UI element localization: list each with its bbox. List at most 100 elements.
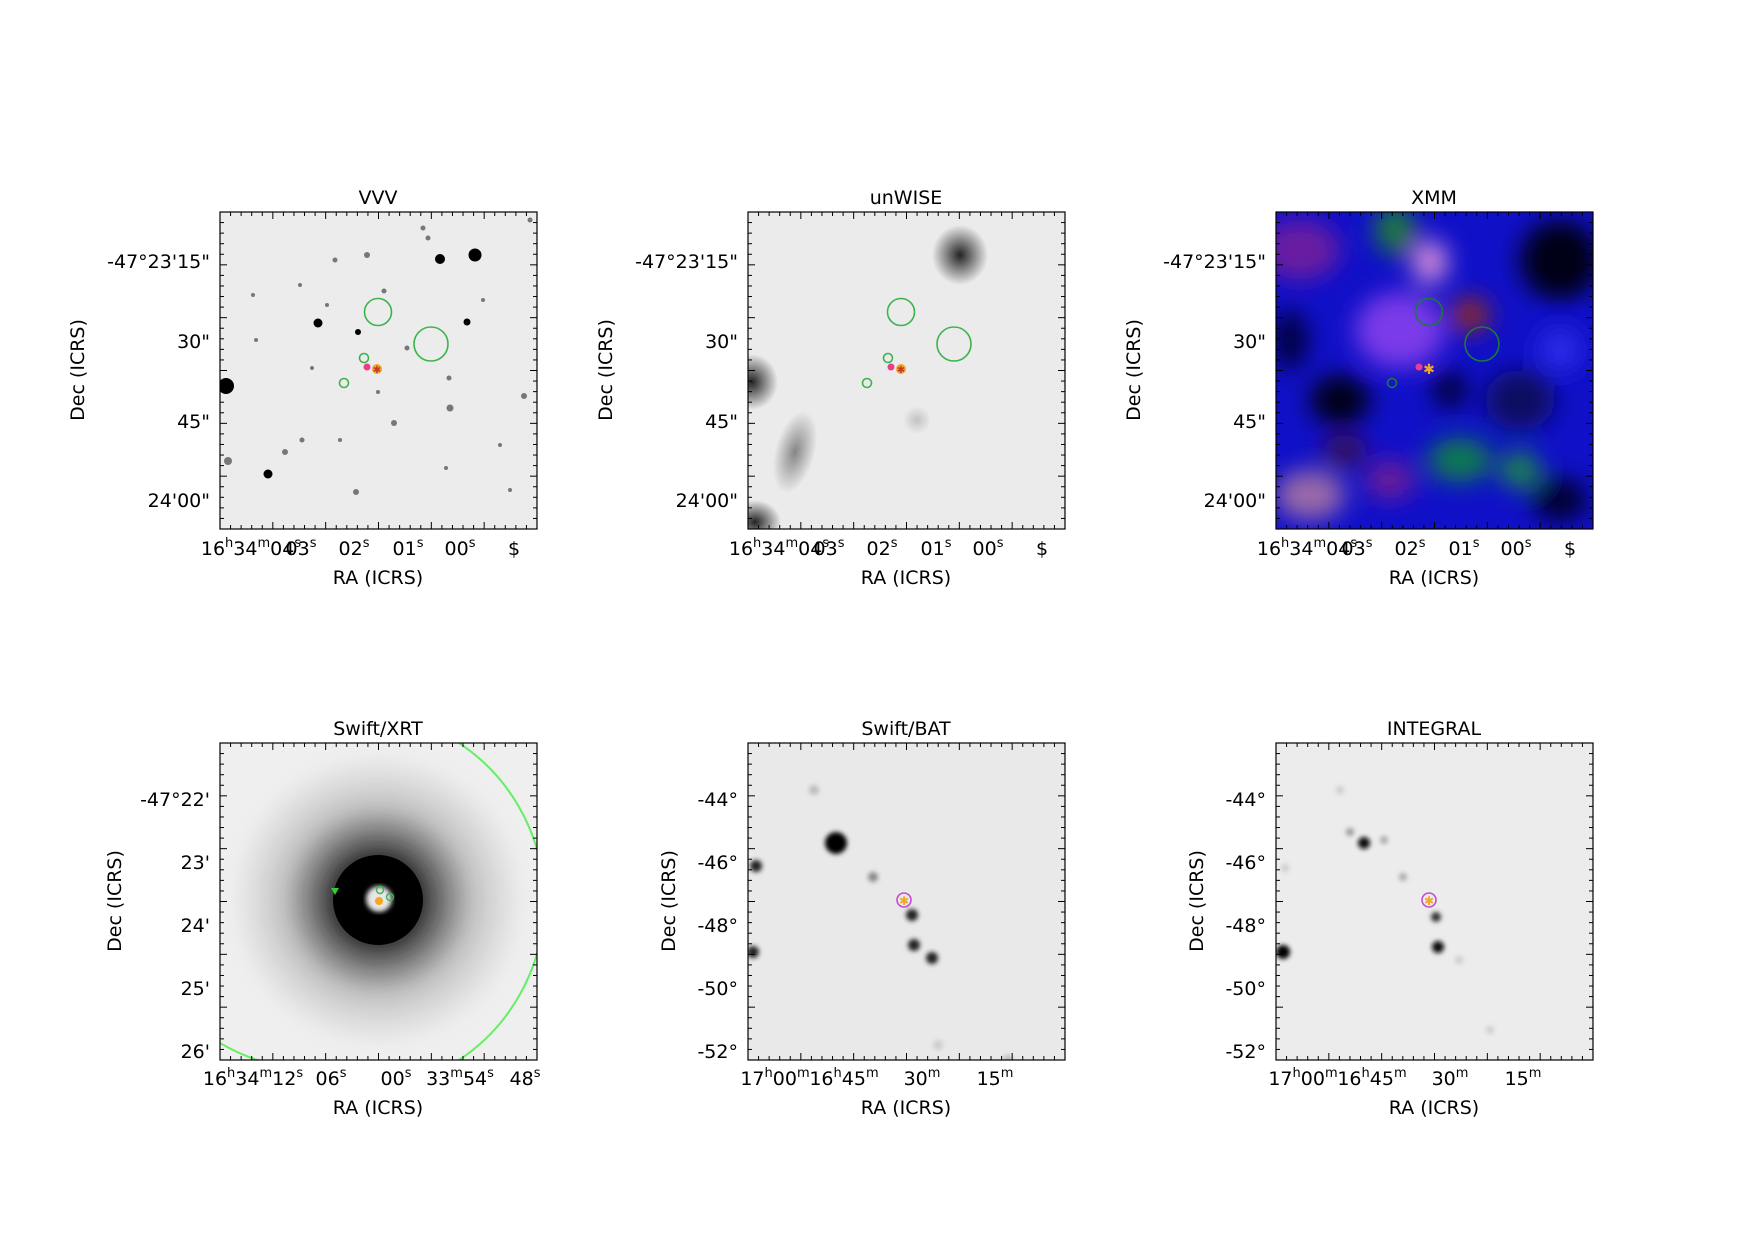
source-blob xyxy=(1431,912,1441,922)
star xyxy=(282,449,288,455)
x-tick-label: $ xyxy=(1036,538,1048,560)
x-tick-label: 17h00m xyxy=(740,1066,809,1090)
panel-swift-bat: ✱ Swift/BAT RA (ICRS) Dec (ICRS) -44° -4… xyxy=(658,718,1066,1119)
star-glyph: ✱ xyxy=(897,365,905,376)
x-tick-label: $ xyxy=(1564,538,1576,560)
x-tick-label: 00s xyxy=(973,536,1004,560)
star-glyph: ✱ xyxy=(373,365,381,376)
x-tick-label: 00s xyxy=(1501,536,1532,560)
source-blob xyxy=(1276,945,1290,959)
orange-star-marker xyxy=(896,364,906,374)
green-circle-marker xyxy=(861,377,873,389)
star xyxy=(521,393,527,399)
star xyxy=(299,437,305,443)
tick-marks xyxy=(1276,743,1593,1060)
x-tick-label: 00s xyxy=(445,536,476,560)
y-tick-label: -44° xyxy=(1225,789,1266,811)
x-tick-label: 03s xyxy=(1342,536,1373,560)
green-circle-marker xyxy=(358,352,370,364)
panel-swift-xrt-image xyxy=(220,743,537,1060)
y-tick-label: 24' xyxy=(181,915,210,937)
panel-title: INTEGRAL xyxy=(1387,718,1482,740)
x-tick-label: 48s xyxy=(510,1066,541,1090)
star xyxy=(508,488,512,492)
y-tick-label: -48° xyxy=(1225,915,1266,937)
star xyxy=(313,318,323,328)
x-axis-label: RA (ICRS) xyxy=(333,1097,423,1119)
star xyxy=(355,329,361,335)
x-tick-label: 17h00m xyxy=(1268,1066,1337,1090)
source-blob xyxy=(1486,1026,1494,1034)
source-blob xyxy=(933,1040,943,1050)
x-axis-label: RA (ICRS) xyxy=(333,567,423,589)
green-circle-marker xyxy=(882,352,894,364)
y-tick-label: -50° xyxy=(697,978,738,1000)
green-arc-region xyxy=(458,743,537,1060)
x-tick-label: 01s xyxy=(393,536,424,560)
x-tick-label: 33m54s xyxy=(426,1066,494,1090)
star xyxy=(435,254,445,264)
tick-marks xyxy=(220,212,537,529)
star xyxy=(332,257,338,263)
source-blob xyxy=(1358,837,1370,849)
star xyxy=(463,318,471,326)
panel-title: XMM xyxy=(1411,187,1457,209)
panel-xmm: ✱ XMM RA (ICRS) Dec (ICRS) -47°23'15" 30… xyxy=(1123,187,1594,589)
star xyxy=(481,298,485,302)
x-axis-label: RA (ICRS) xyxy=(861,567,951,589)
green-circle-marker xyxy=(1386,377,1398,389)
y-tick-label: 25' xyxy=(181,978,210,1000)
star xyxy=(224,457,232,465)
orange-star-marker: ✱ xyxy=(899,894,909,908)
x-tick-label: 15m xyxy=(1505,1066,1542,1090)
star xyxy=(338,438,342,442)
source-blob xyxy=(1455,956,1463,964)
source-blob xyxy=(1003,1055,1013,1060)
green-circle-marker xyxy=(886,297,916,327)
y-tick-label: -52° xyxy=(697,1041,738,1063)
tick-marks xyxy=(220,743,537,1060)
panel-unwise: ✱ unWISE RA (ICRS) Dec (ICRS) -47°23'15"… xyxy=(595,187,1066,589)
y-tick-label: 26' xyxy=(181,1041,210,1063)
x-tick-label: 01s xyxy=(921,536,952,560)
source-blob xyxy=(1346,828,1354,836)
y-tick-label: 30" xyxy=(177,331,210,353)
y-axis-label: Dec (ICRS) xyxy=(1123,319,1145,421)
x-tick-label: 03s xyxy=(814,536,845,560)
source-blob xyxy=(906,909,918,921)
x-tick-label: 16h34m04s xyxy=(1257,536,1357,560)
panel-unwise-image xyxy=(748,212,1065,529)
x-tick-label: 15m xyxy=(977,1066,1014,1090)
green-circle-marker xyxy=(936,326,972,362)
x-tick-label: $ xyxy=(508,538,520,560)
y-tick-label: -50° xyxy=(1225,978,1266,1000)
green-circle-marker xyxy=(1414,297,1444,327)
source-blob xyxy=(772,411,818,493)
source-blob xyxy=(1432,941,1444,953)
star xyxy=(381,288,387,294)
x-tick-label: 30m xyxy=(1432,1066,1469,1090)
y-tick-label: -48° xyxy=(697,915,738,937)
magenta-circle-marker xyxy=(1421,892,1437,908)
x-tick-label: 16h45m xyxy=(1337,1066,1406,1090)
orange-star-marker: ✱ xyxy=(1423,362,1435,378)
y-tick-label: -44° xyxy=(697,789,738,811)
y-tick-label: 45" xyxy=(705,411,738,433)
source-blob xyxy=(1380,836,1388,844)
x-tick-label: 30m xyxy=(904,1066,941,1090)
star xyxy=(353,489,359,495)
x-axis-label: RA (ICRS) xyxy=(1389,1097,1479,1119)
star xyxy=(298,283,302,287)
x-tick-label: 01s xyxy=(1449,536,1480,560)
y-tick-label: -46° xyxy=(697,852,738,874)
orange-star-marker xyxy=(375,897,383,905)
star xyxy=(446,375,452,381)
star xyxy=(325,303,329,307)
y-tick-label: 30" xyxy=(1233,331,1266,353)
panel-vvv: ✱ VVV RA (ICRS) Dec (ICRS) -47°23'15" 30… xyxy=(67,187,538,589)
y-axis-label: Dec (ICRS) xyxy=(658,850,680,952)
x-tick-label: 00s xyxy=(381,1066,412,1090)
source-blob xyxy=(908,939,920,951)
y-tick-label: 23' xyxy=(181,852,210,874)
